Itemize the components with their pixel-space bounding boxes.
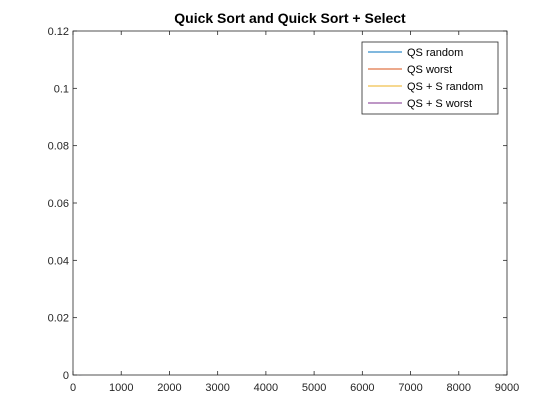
legend-box <box>361 41 499 115</box>
x-tick-label: 1000 <box>109 382 133 394</box>
legend-label: QS + S random <box>407 81 483 93</box>
y-tick-label: 0.08 <box>48 141 69 153</box>
x-tick-label: 9000 <box>495 382 519 394</box>
y-tick-label: 0.04 <box>48 255 69 267</box>
y-tick-label: 0.02 <box>48 313 69 325</box>
y-tick-label: 0.12 <box>48 26 69 38</box>
y-tick-label: 0 <box>63 370 69 382</box>
x-tick-label: 3000 <box>205 382 229 394</box>
legend-label: QS + S worst <box>407 98 472 110</box>
legend: QS random QS worst QS + S random QS + S wor… <box>361 41 499 115</box>
x-tick-label: 4000 <box>254 382 278 394</box>
x-tick-label: 0 <box>70 382 76 394</box>
chart-title: Quick Sort and Quick Sort + Select <box>174 10 406 26</box>
y-tick-label: 0.1 <box>54 83 69 95</box>
x-tick-label: 5000 <box>302 382 326 394</box>
x-tick-label: 7000 <box>398 382 422 394</box>
y-tick-label: 0.06 <box>48 198 69 210</box>
x-tick-label: 8000 <box>447 382 471 394</box>
x-tick-label: 6000 <box>350 382 374 394</box>
legend-label: QS worst <box>407 64 452 76</box>
x-tick-label: 2000 <box>157 382 181 394</box>
legend-label: QS random <box>407 47 463 59</box>
